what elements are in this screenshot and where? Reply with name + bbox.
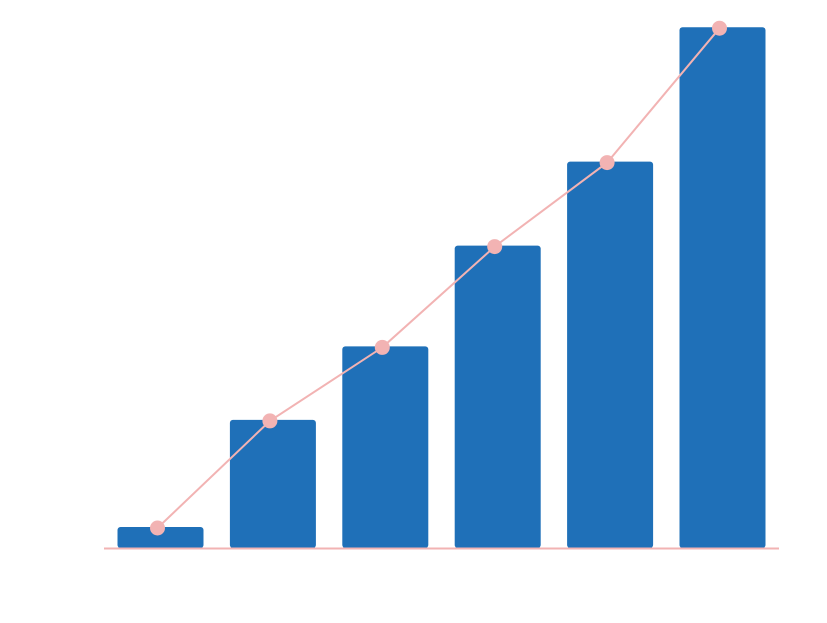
- bar-2: [229, 419, 316, 548]
- bar-1: [117, 527, 204, 548]
- bar-5: [567, 161, 654, 548]
- trend-point-5: [599, 155, 615, 171]
- trend-point-2: [262, 413, 278, 429]
- trend-line: [156, 27, 721, 529]
- bar-6: [679, 27, 766, 548]
- bars-layer: [117, 27, 766, 548]
- trend-line-layer: [156, 27, 721, 529]
- trend-point-3: [374, 339, 390, 355]
- trend-point-1: [150, 520, 165, 536]
- trend-point-4: [487, 239, 503, 255]
- bar-4: [454, 245, 541, 548]
- trend-point-6: [712, 20, 727, 36]
- bar-3: [342, 346, 429, 548]
- trend-points-layer: [150, 20, 727, 536]
